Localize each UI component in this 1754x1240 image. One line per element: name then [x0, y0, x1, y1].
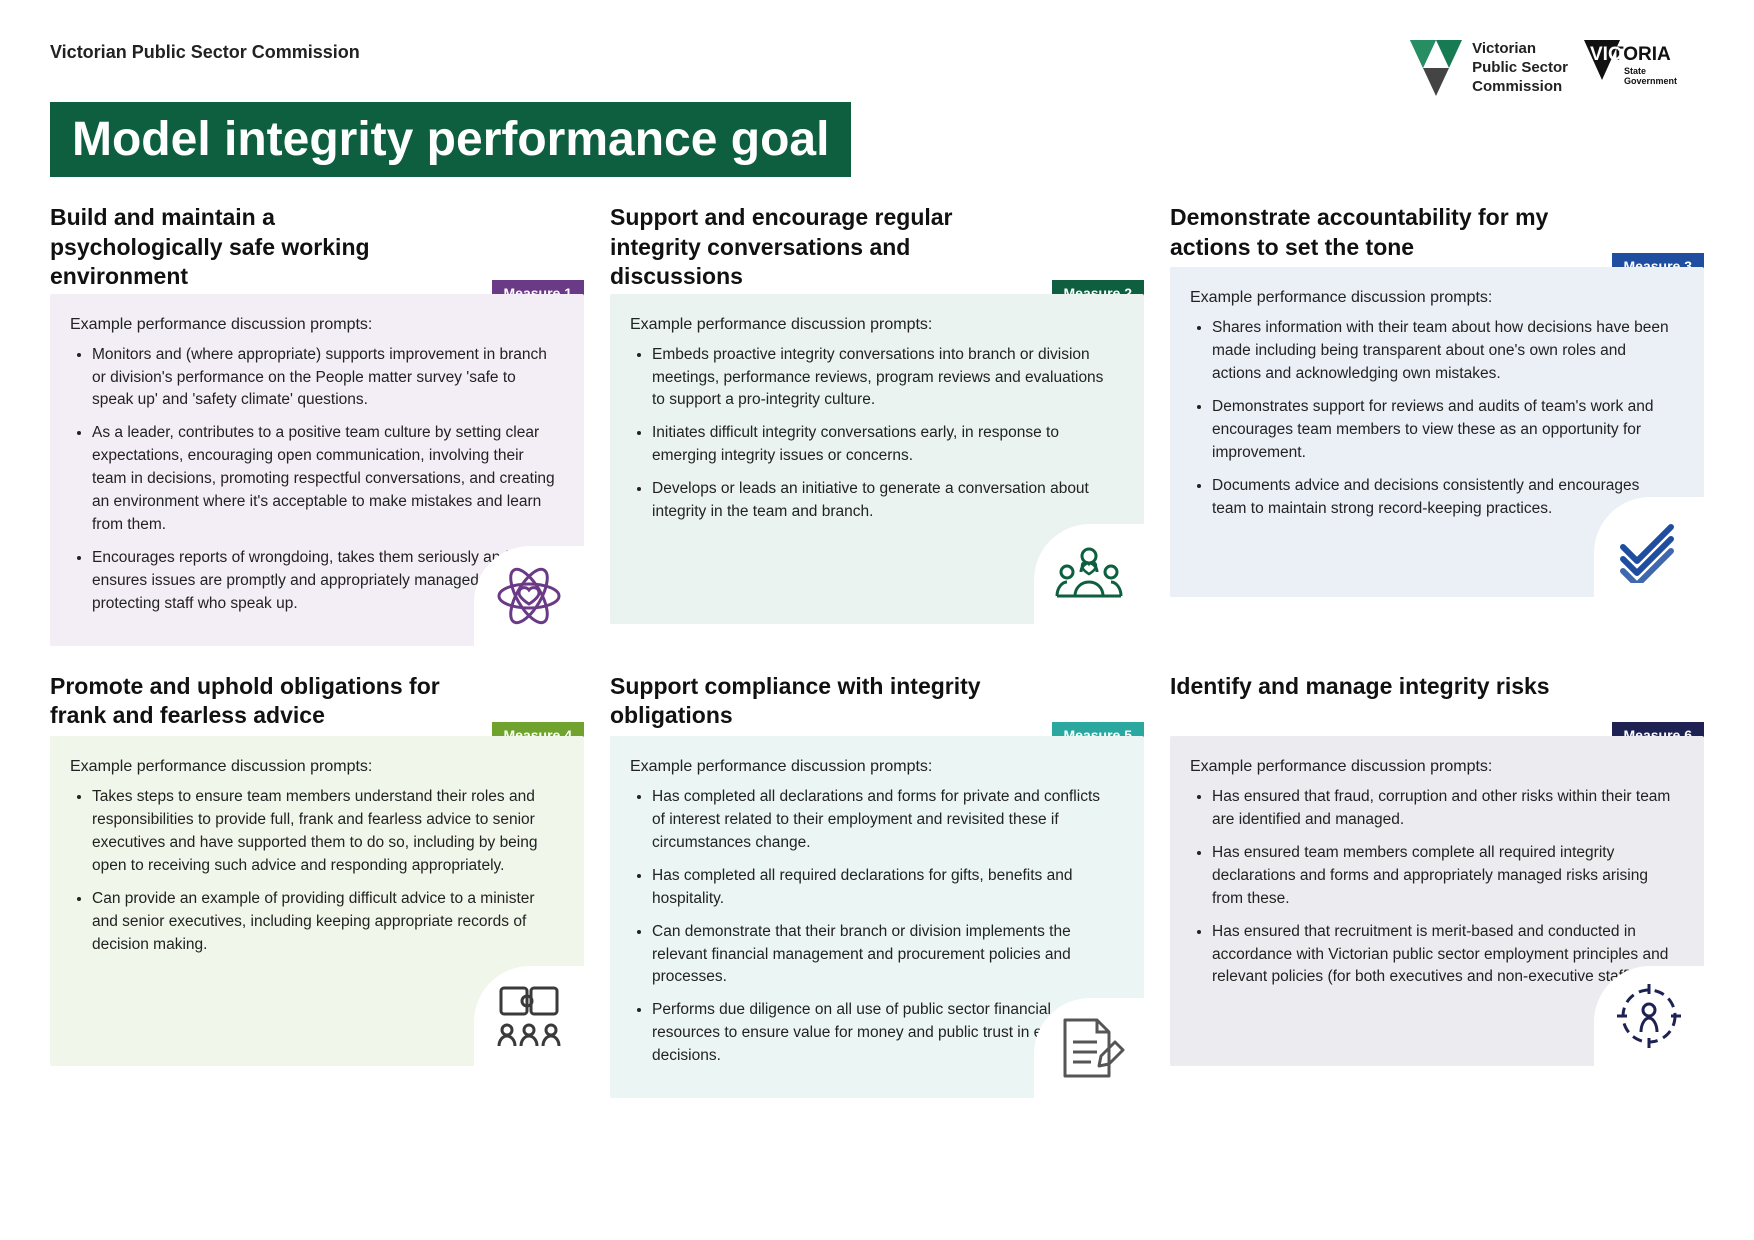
bullet-item: As a leader, contributes to a positive t…	[92, 422, 564, 537]
card-title: Support and encourage regular integrity …	[610, 203, 1144, 291]
bullet-item: Embeds proactive integrity conversations…	[652, 344, 1124, 413]
card-icon	[1034, 998, 1144, 1098]
bullet-item: Develops or leads an initiative to gener…	[652, 478, 1124, 524]
card-body: Example performance discussion prompts: M…	[50, 294, 584, 646]
card-body: Example performance discussion prompts: T…	[50, 736, 584, 1066]
bullet-list: Embeds proactive integrity conversations…	[630, 344, 1124, 525]
measures-grid: Build and maintain a psychologically saf…	[50, 203, 1704, 1098]
bullet-list: Takes steps to ensure team members under…	[70, 786, 564, 957]
bullet-item: Has completed all declarations and forms…	[652, 786, 1124, 855]
org-label: Victorian Public Sector Commission	[50, 40, 360, 63]
card-icon	[1594, 966, 1704, 1066]
top-bar: Victorian Public Sector Commission Victo…	[50, 40, 1704, 96]
card-head: Support and encourage regular integrity …	[610, 203, 1144, 291]
svg-text:VIC: VIC	[1590, 44, 1622, 65]
measure-card: Identify and manage integrity risksMeasu…	[1170, 672, 1704, 1098]
victoria-logo-mark: TORIA State Government VIC	[1584, 40, 1704, 84]
svg-text:Government: Government	[1624, 76, 1677, 84]
prompt-label: Example performance discussion prompts:	[70, 316, 564, 334]
card-icon	[474, 546, 584, 646]
svg-text:State: State	[1624, 66, 1646, 76]
measure-card: Build and maintain a psychologically saf…	[50, 203, 584, 646]
bullet-item: Has completed all required declarations …	[652, 865, 1124, 911]
card-body: Example performance discussion prompts: E…	[610, 294, 1144, 624]
vpsc-logo-text: Victorian Public Sector Commission	[1472, 40, 1568, 96]
card-body: Example performance discussion prompts: H…	[1170, 736, 1704, 1066]
victoria-logo: TORIA State Government VIC	[1584, 40, 1704, 84]
bullet-item: Has ensured team members complete all re…	[1212, 842, 1684, 911]
prompt-label: Example performance discussion prompts:	[70, 758, 564, 776]
card-head: Support compliance with integrity obliga…	[610, 672, 1144, 734]
vpsc-triangle-icon	[1410, 40, 1462, 96]
prompt-label: Example performance discussion prompts:	[1190, 758, 1684, 776]
card-icon	[1594, 497, 1704, 597]
card-head: Build and maintain a psychologically saf…	[50, 203, 584, 291]
card-body: Example performance discussion prompts: S…	[1170, 267, 1704, 597]
measure-card: Promote and uphold obligations for frank…	[50, 672, 584, 1098]
bullet-item: Can provide an example of providing diff…	[92, 888, 564, 957]
card-head: Identify and manage integrity risksMeasu…	[1170, 672, 1704, 734]
prompt-label: Example performance discussion prompts:	[1190, 289, 1684, 307]
logo-row: Victorian Public Sector Commission TORIA…	[1410, 40, 1704, 96]
measure-card: Support and encourage regular integrity …	[610, 203, 1144, 646]
bullet-item: Initiates difficult integrity conversati…	[652, 422, 1124, 468]
card-head: Promote and uphold obligations for frank…	[50, 672, 584, 734]
bullet-item: Shares information with their team about…	[1212, 317, 1684, 386]
card-head: Demonstrate accountability for my action…	[1170, 203, 1704, 265]
measure-card: Support compliance with integrity obliga…	[610, 672, 1144, 1098]
card-icon	[1034, 524, 1144, 624]
page-title: Model integrity performance goal	[50, 102, 851, 177]
card-icon	[474, 966, 584, 1066]
card-body: Example performance discussion prompts: H…	[610, 736, 1144, 1098]
bullet-item: Has ensured that fraud, corruption and o…	[1212, 786, 1684, 832]
measure-card: Demonstrate accountability for my action…	[1170, 203, 1704, 646]
bullet-list: Has ensured that fraud, corruption and o…	[1190, 786, 1684, 990]
bullet-list: Shares information with their team about…	[1190, 317, 1684, 521]
bullet-item: Can demonstrate that their branch or div…	[652, 921, 1124, 990]
prompt-label: Example performance discussion prompts:	[630, 316, 1124, 334]
bullet-item: Takes steps to ensure team members under…	[92, 786, 564, 878]
card-title: Build and maintain a psychologically saf…	[50, 203, 584, 291]
bullet-item: Monitors and (where appropriate) support…	[92, 344, 564, 413]
bullet-item: Demonstrates support for reviews and aud…	[1212, 396, 1684, 465]
prompt-label: Example performance discussion prompts:	[630, 758, 1124, 776]
vpsc-logo: Victorian Public Sector Commission	[1410, 40, 1568, 96]
